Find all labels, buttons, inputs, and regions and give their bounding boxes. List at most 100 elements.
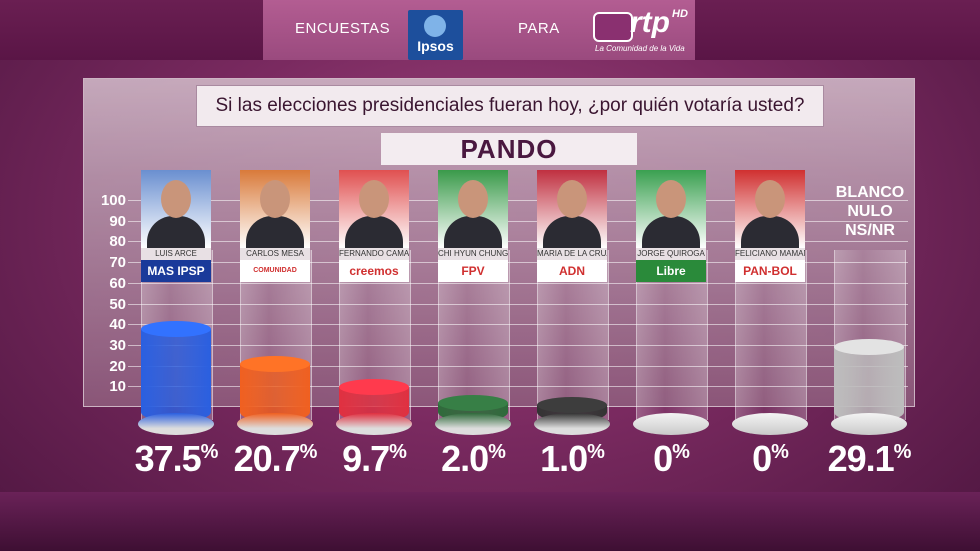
bar-top [240, 356, 310, 373]
percent-sign: % [771, 441, 789, 463]
para-label: PARA [518, 20, 560, 37]
party-logo: FPV [438, 260, 508, 282]
person-icon-head [161, 180, 191, 218]
y-tick-label: 10 [109, 378, 126, 396]
ipsos-logo: Ipsos [408, 10, 463, 60]
gridline [128, 262, 908, 264]
encuestas-label: ENCUESTAS [295, 20, 391, 37]
candidate-name: CHI HYUN CHUNG [438, 248, 508, 260]
bar-top [537, 396, 607, 413]
person-icon-torso [741, 216, 799, 248]
person-icon-torso [444, 216, 502, 248]
candidate-name: JORGE QUIROGA [636, 248, 706, 260]
percent-sign: % [389, 441, 407, 463]
candidate-name: CARLOS MESA [240, 248, 310, 260]
cylinder-base [831, 413, 907, 435]
ipsos-wordmark: Ipsos [417, 38, 454, 54]
percent-sign: % [893, 441, 912, 463]
party-logo: creemos [339, 260, 409, 282]
gridline [128, 324, 908, 326]
bar-top [438, 394, 508, 411]
percentage-label: 37.5% [134, 438, 219, 479]
bar [834, 346, 904, 422]
cylinder-base [732, 413, 808, 435]
cylinder-base [534, 413, 610, 435]
cylinder-base [336, 413, 412, 435]
y-tick-label: 90 [109, 212, 126, 230]
person-icon-torso [642, 216, 700, 248]
gridline [128, 200, 908, 201]
bar [240, 364, 310, 422]
candidate-name: FELICIANO MAMANI [735, 248, 805, 260]
y-tick-label: 20 [109, 357, 126, 375]
y-tick-label: 30 [109, 336, 126, 354]
gridline [128, 241, 908, 243]
percentage-label: 29.1% [827, 438, 912, 479]
percent-sign: % [299, 441, 318, 463]
candidate-name: FERNANDO CAMACHO [339, 248, 409, 260]
candidate-photo [438, 170, 508, 248]
cylinder-base [138, 413, 214, 435]
blanco-label: BLANCO NULO NS/NR [835, 184, 905, 239]
candidate-photo [141, 170, 211, 248]
person-icon-torso [345, 216, 403, 248]
percentage-label: 0% [653, 438, 690, 479]
gridline [128, 303, 908, 305]
gridline [128, 220, 908, 222]
y-tick-label: 50 [109, 295, 126, 313]
candidate-name: MARIA DE LA CRUZ BAYA [537, 248, 607, 260]
candidate-photo [636, 170, 706, 248]
bar-top [339, 378, 409, 395]
percentage-label: 20.7% [233, 438, 318, 479]
gridline [128, 282, 908, 284]
rtp-logo-icon [593, 12, 633, 42]
cylinder-base [435, 413, 511, 435]
person-icon-head [656, 180, 686, 218]
person-icon-torso [246, 216, 304, 248]
percentage-label: 2.0% [441, 438, 506, 479]
candidate-photo [735, 170, 805, 248]
region-title: PANDO [381, 133, 637, 165]
gridline [128, 365, 908, 367]
gridline [128, 386, 908, 388]
percent-sign: % [488, 441, 506, 463]
candidate-photo [339, 170, 409, 248]
gridline [128, 344, 908, 346]
percentage-label: 1.0% [540, 438, 605, 479]
bar-top [141, 321, 211, 338]
bar [141, 329, 211, 422]
person-icon-head [557, 180, 587, 218]
candidate-name: LUIS ARCE [141, 248, 211, 260]
party-logo: COMUNIDAD CIUDADANA [240, 260, 310, 282]
percent-sign: % [200, 441, 219, 463]
person-icon-head [755, 180, 785, 218]
candidate-photo [240, 170, 310, 248]
percent-sign: % [672, 441, 690, 463]
person-icon-head [359, 180, 389, 218]
y-tick-label: 70 [109, 254, 126, 272]
person-icon-torso [543, 216, 601, 248]
y-tick-label: 80 [109, 233, 126, 251]
ipsos-face-icon [424, 15, 446, 37]
person-icon-head [458, 180, 488, 218]
percentage-label: 0% [752, 438, 789, 479]
y-tick-label: 60 [109, 274, 126, 292]
party-logo: PAN-BOL [735, 260, 805, 282]
floor-reflection [0, 492, 980, 551]
bar-top [834, 338, 904, 355]
y-tick-label: 40 [109, 316, 126, 334]
party-logo: ADN [537, 260, 607, 282]
person-icon-head [260, 180, 290, 218]
party-logo: MAS IPSP [141, 260, 211, 282]
rtp-hd-label: HD [672, 8, 688, 20]
percent-sign: % [587, 441, 605, 463]
y-tick-label: 100 [100, 192, 126, 209]
party-logo: Libre [636, 260, 706, 282]
rtp-wordmark: rtp [630, 6, 670, 39]
percentage-label: 9.7% [342, 438, 407, 479]
question-title: Si las elecciones presidenciales fueran … [196, 85, 824, 127]
rtp-tagline: La Comunidad de la Vida [595, 44, 685, 53]
person-icon-torso [147, 216, 205, 248]
candidate-photo [537, 170, 607, 248]
cylinder-base [633, 413, 709, 435]
